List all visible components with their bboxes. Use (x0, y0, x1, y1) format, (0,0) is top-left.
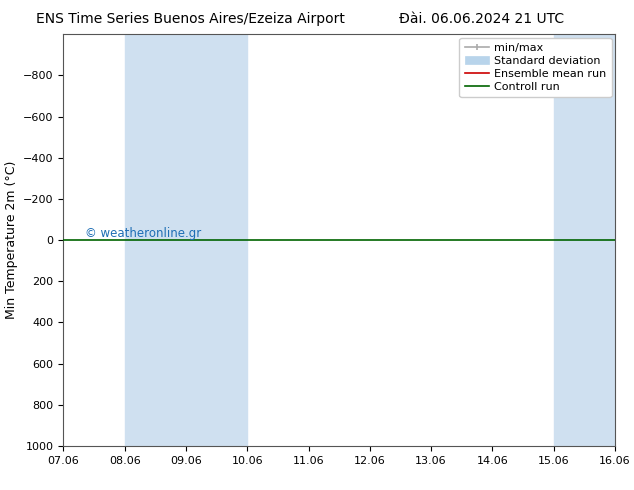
Bar (125, 34, 247, 446)
Text: ENS Time Series Buenos Aires/Ezeiza Airport: ENS Time Series Buenos Aires/Ezeiza Airp… (36, 12, 345, 26)
Legend: min/max, Standard deviation, Ensemble mean run, Controll run: min/max, Standard deviation, Ensemble me… (460, 38, 612, 97)
Text: © weatheronline.gr: © weatheronline.gr (86, 227, 202, 241)
Text: Đài. 06.06.2024 21 UTC: Đài. 06.06.2024 21 UTC (399, 12, 564, 26)
Y-axis label: Min Temperature 2m (°C): Min Temperature 2m (°C) (4, 161, 18, 319)
Bar (553, 34, 615, 446)
